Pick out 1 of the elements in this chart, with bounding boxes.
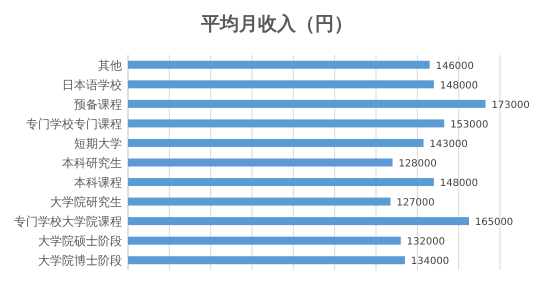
title: 平均月收入（円） xyxy=(201,13,353,35)
